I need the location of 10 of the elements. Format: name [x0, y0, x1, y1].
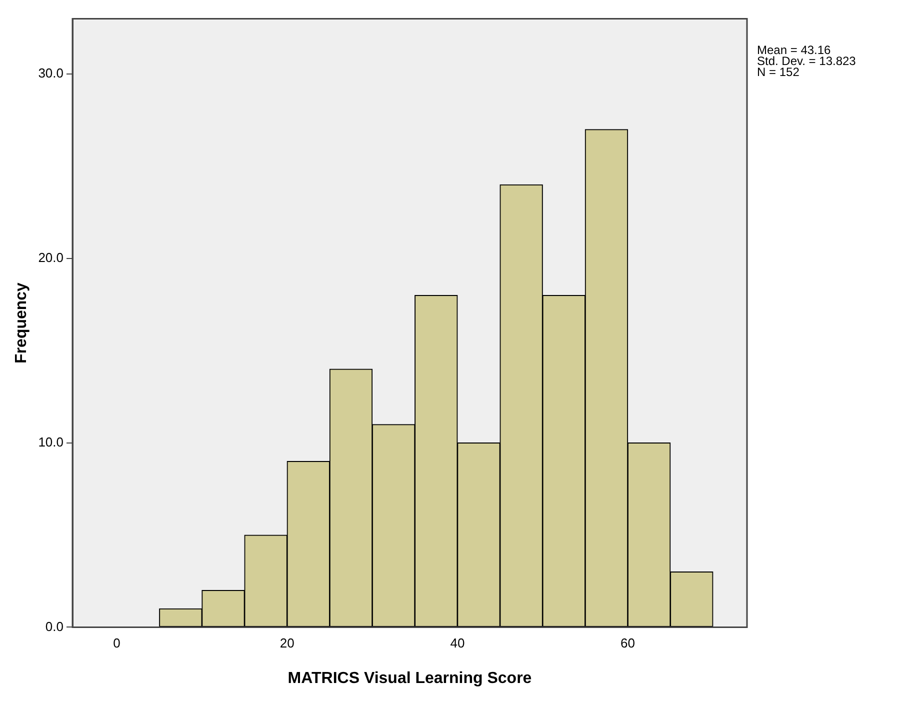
y-tick-label: 0.0	[45, 618, 64, 634]
y-tick-label: 20.0	[38, 250, 64, 266]
x-tick-label: 60	[620, 636, 636, 651]
x-tick-label: 20	[280, 636, 294, 651]
x-tick-label: 40	[450, 636, 465, 651]
x-axis-title: MATRICS Visual Learning Score	[288, 670, 532, 687]
y-tick-label: 10.0	[38, 434, 64, 450]
y-tick-label: 30.0	[38, 66, 64, 81]
x-tick-label: 0	[113, 636, 120, 651]
y-axis-title: Frequency	[13, 282, 30, 364]
